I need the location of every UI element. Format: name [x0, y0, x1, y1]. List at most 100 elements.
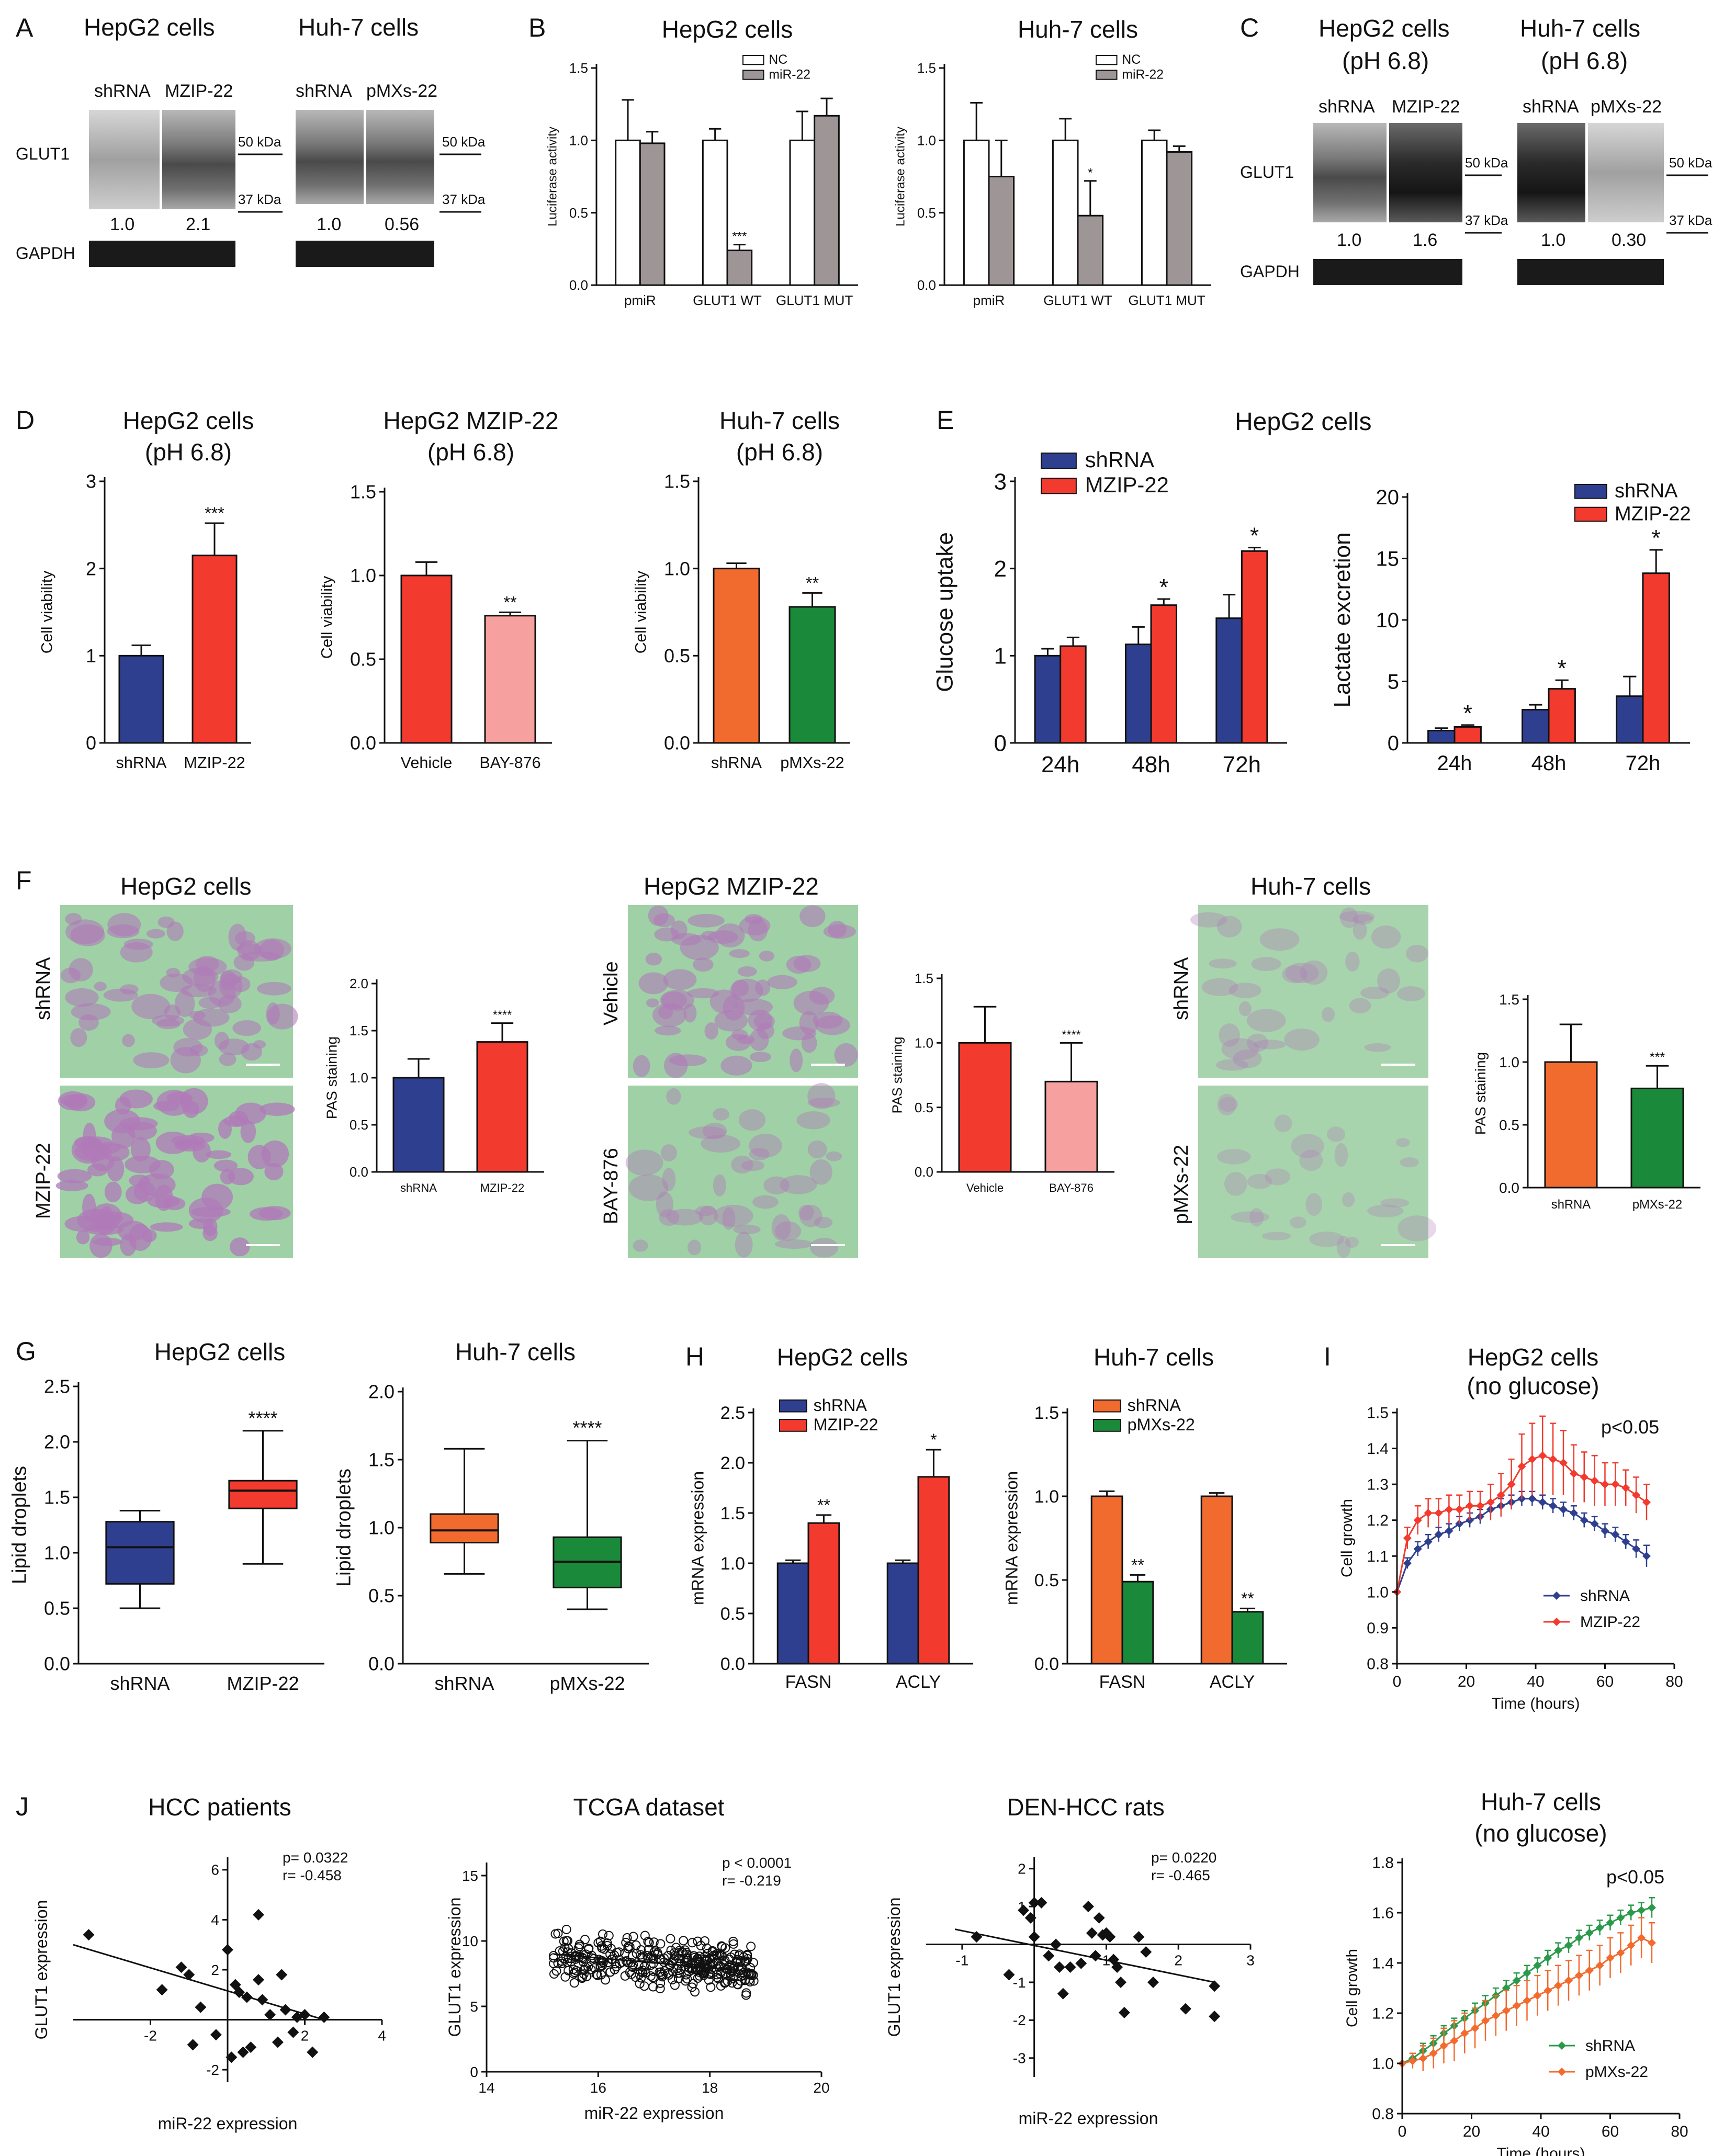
- bar: [1077, 215, 1104, 286]
- data-point: [1523, 1969, 1531, 1978]
- cell-blob: [198, 997, 222, 1009]
- bar: [726, 250, 753, 286]
- data-point: [666, 1934, 675, 1944]
- cell-blob: [648, 905, 669, 926]
- panel-c-blot2-band-pmxs: [1588, 123, 1664, 222]
- cell-blob: [701, 931, 718, 941]
- significance-mark: **: [806, 573, 819, 592]
- data-point: [736, 1976, 746, 1986]
- cell-blob: [687, 988, 719, 999]
- x-tick-label: -2: [144, 2028, 157, 2044]
- panel-letter-f: F: [16, 866, 32, 895]
- panel-c-quant-mzip: 1.6: [1413, 230, 1437, 250]
- legend-label: pMXs-22: [1128, 1415, 1195, 1434]
- data-point: [693, 1973, 703, 1983]
- cell-blob: [731, 1155, 753, 1173]
- cell-blob: [628, 1174, 669, 1201]
- significance-mark: *: [1159, 574, 1168, 600]
- data-point: [595, 1961, 605, 1971]
- chart-pas-hepg2: **** shRNA MZIP-22 0.0 0.5 1.0 1.5 2.0 PAS stain…: [324, 976, 544, 1194]
- data-point: [628, 1951, 638, 1961]
- data-point: [596, 1941, 606, 1951]
- legend-marker: [1552, 1591, 1561, 1600]
- data-point: [1601, 1527, 1609, 1536]
- cell-blob: [713, 1174, 726, 1196]
- y-tick-label: 10: [1376, 609, 1400, 632]
- x-tick-label: 40: [1532, 2123, 1549, 2140]
- x-tick-label: shRNA: [1551, 1198, 1591, 1212]
- data-point: [1024, 1912, 1036, 1924]
- data-point: [712, 1970, 722, 1980]
- cell-blob: [1309, 1231, 1344, 1247]
- cell-blob: [250, 1207, 283, 1221]
- x-tick-label: 60: [1602, 2123, 1619, 2140]
- data-point: [1043, 1950, 1055, 1962]
- data-point: [222, 1944, 233, 1956]
- data-point: [1507, 1480, 1516, 1489]
- cell-blob: [1216, 1059, 1248, 1071]
- cell-blob: [264, 1162, 284, 1180]
- data-point: [625, 1941, 635, 1951]
- panel-e-title: HepG2 cells: [1235, 408, 1371, 436]
- panel-a-blot-band-shrna: [89, 110, 160, 209]
- cell-blob: [131, 994, 171, 1019]
- y-axis-label: GLUT1 expression: [445, 1898, 464, 2037]
- data-point: [1606, 1918, 1615, 1927]
- panel-letter-d: D: [16, 405, 35, 435]
- data-point: [716, 1981, 726, 1991]
- cell-blob: [240, 1120, 256, 1143]
- data-point: [712, 1972, 722, 1982]
- data-point: [1533, 1961, 1542, 1970]
- data-point: [1486, 1498, 1495, 1507]
- micrograph-huh7-shrna: [1198, 905, 1428, 1078]
- legend-label: shRNA: [1085, 447, 1155, 472]
- data-point: [674, 1968, 684, 1978]
- significance-mark: *: [1558, 656, 1567, 681]
- x-tick-label: 40: [1527, 1673, 1544, 1690]
- data-point: [1035, 1897, 1047, 1909]
- regression-line: [73, 1944, 324, 2020]
- data-point: [253, 1909, 264, 1921]
- data-point: [739, 1956, 749, 1966]
- data-point: [693, 1956, 703, 1966]
- cell-blob: [115, 1096, 131, 1115]
- panel-c-subtitle-huh7: (pH 6.8): [1541, 47, 1628, 74]
- x-tick-label: shRNA: [434, 1673, 494, 1694]
- panel-a-gapdh2-band: [296, 241, 434, 267]
- data-point: [628, 1932, 638, 1941]
- data-point: [1471, 2024, 1480, 2033]
- panel-a-loading-gapdh: GAPDH: [16, 244, 75, 263]
- data-point: [1590, 1519, 1599, 1528]
- bar: [476, 1041, 528, 1173]
- chart-subtitle: (pH 6.8): [736, 438, 823, 466]
- data-point: [681, 1976, 691, 1986]
- y-tick-label: 5: [470, 1999, 478, 2015]
- data-point: [1403, 1559, 1412, 1567]
- data-point: [1616, 1913, 1625, 1922]
- bar: [988, 176, 1015, 286]
- y-tick-label: 1.5: [350, 1023, 368, 1039]
- chart-title: HepG2 cells: [777, 1344, 908, 1371]
- cell-blob: [669, 1054, 707, 1066]
- cell-blob: [1345, 1236, 1359, 1248]
- y-tick-label: 1.2: [1367, 1512, 1389, 1529]
- cell-blob: [94, 981, 107, 991]
- x-tick-label: 24h: [1041, 752, 1079, 777]
- cell-blob: [656, 1191, 673, 1217]
- y-axis-label: Cell viability: [319, 576, 336, 659]
- cell-blob: [689, 1126, 726, 1139]
- y-tick-label: 4: [211, 1912, 219, 1928]
- cell-blob: [646, 998, 659, 1008]
- bar: [789, 139, 816, 286]
- y-tick-label: 3: [994, 469, 1007, 494]
- data-point: [175, 1961, 187, 1973]
- cell-blob: [193, 1140, 211, 1162]
- data-point: [253, 1974, 264, 1986]
- y-tick-label: 2: [994, 556, 1007, 582]
- legend-label: miR-22: [769, 67, 810, 82]
- chart-title: HepG2 cells: [154, 1338, 286, 1365]
- x-tick-label: pMXs-22: [780, 754, 844, 772]
- x-tick-label: Vehicle: [966, 1181, 1004, 1194]
